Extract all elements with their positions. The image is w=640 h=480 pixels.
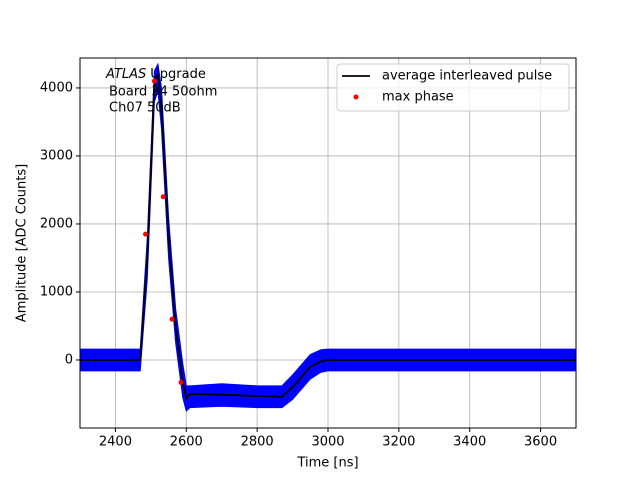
legend-label: average interleaved pulse — [382, 69, 552, 84]
legend-label: max phase — [382, 90, 454, 105]
legend: average interleaved pulse max phase — [336, 63, 570, 112]
x-tick-label: 2800 — [241, 435, 274, 450]
annotation: ATLAS Upgrade — [105, 67, 206, 82]
annotation-part: Upgrade — [150, 67, 206, 82]
x-tick-label: 2600 — [170, 435, 203, 450]
plot-frame — [79, 57, 577, 429]
legend-box — [336, 63, 570, 112]
y-tick-label: 0 — [65, 352, 73, 367]
max-phase-point — [178, 379, 184, 385]
y-tick-label: 4000 — [40, 80, 73, 95]
annotation-part: ATLAS — [105, 67, 146, 82]
y-tick-label: 3000 — [40, 148, 73, 163]
y-tick-label: 1000 — [40, 284, 73, 299]
max-phase-point — [160, 194, 166, 200]
max-phase-point — [151, 78, 157, 84]
x-tick-label: 2400 — [99, 435, 132, 450]
y-axis-label: Amplitude [ADC Counts] — [15, 164, 30, 322]
x-tick-label: 3600 — [524, 435, 557, 450]
x-tick-label: 3400 — [453, 435, 486, 450]
x-tick-label: 3000 — [311, 435, 344, 450]
annotation: Ch07 50dB — [109, 101, 181, 116]
legend-swatch — [353, 94, 359, 100]
x-axis-label: Time [ns] — [296, 456, 358, 471]
x-tick-label: 3200 — [382, 435, 415, 450]
annotation: Board 34 50ohm — [109, 85, 217, 100]
y-tick-label: 2000 — [40, 216, 73, 231]
max-phase-point — [143, 231, 149, 237]
max-phase-point — [169, 316, 175, 322]
